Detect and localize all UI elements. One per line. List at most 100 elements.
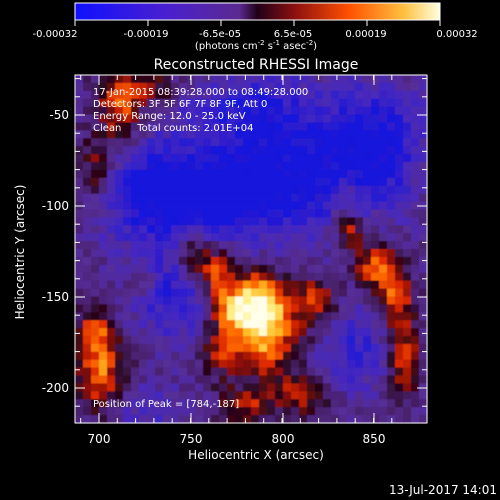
- image-pixel: [163, 256, 172, 266]
- image-pixel: [115, 375, 124, 384]
- image-pixel: [323, 280, 332, 289]
- image-pixel: [219, 233, 228, 242]
- image-pixel: [211, 288, 220, 297]
- image-pixel: [379, 249, 388, 258]
- image-pixel: [331, 146, 340, 155]
- image-pixel: [275, 241, 284, 250]
- image-pixel: [107, 351, 116, 361]
- image-pixel: [235, 328, 244, 337]
- image-pixel: [419, 90, 428, 100]
- image-pixel: [419, 415, 428, 424]
- image-pixel: [275, 154, 284, 163]
- image-pixel: [179, 415, 188, 424]
- image-pixel: [211, 122, 220, 131]
- image-pixel: [83, 114, 92, 123]
- image-pixel: [179, 304, 188, 313]
- image-pixel: [299, 225, 308, 234]
- image-pixel: [131, 114, 140, 123]
- image-pixel: [203, 241, 212, 250]
- image-pixel: [331, 249, 340, 258]
- image-pixel: [83, 415, 92, 424]
- image-pixel: [387, 383, 396, 392]
- image-pixel: [171, 359, 180, 368]
- image-pixel: [179, 391, 188, 400]
- image-pixel: [83, 138, 92, 147]
- image-pixel: [107, 367, 116, 376]
- image-pixel: [187, 288, 196, 297]
- image-pixel: [275, 193, 284, 202]
- image-pixel: [339, 138, 348, 147]
- image-pixel: [275, 169, 284, 179]
- image-pixel: [163, 320, 172, 329]
- image-pixel: [115, 367, 124, 376]
- image-pixel: [411, 75, 420, 84]
- image-pixel: [203, 328, 212, 337]
- image-pixel: [291, 209, 300, 218]
- image-pixel: [251, 280, 260, 289]
- image-pixel: [211, 328, 220, 337]
- image-pixel: [219, 209, 228, 218]
- image-pixel: [179, 114, 188, 123]
- image-pixel: [267, 296, 276, 305]
- image-pixel: [275, 328, 284, 337]
- image-pixel: [203, 264, 212, 274]
- image-pixel: [395, 328, 404, 337]
- image-pixel: [371, 138, 380, 147]
- image-pixel: [411, 312, 420, 321]
- image-pixel: [403, 296, 412, 305]
- image-pixel: [411, 304, 420, 313]
- image-pixel: [179, 201, 188, 210]
- image-pixel: [99, 169, 108, 179]
- image-pixel: [219, 138, 228, 147]
- image-pixel: [419, 280, 428, 289]
- image-pixel: [307, 217, 316, 226]
- image-pixel: [115, 169, 124, 179]
- image-pixel: [275, 280, 284, 289]
- image-pixel: [195, 407, 204, 416]
- image-pixel: [299, 343, 308, 353]
- image-pixel: [411, 169, 420, 179]
- image-pixel: [91, 241, 100, 250]
- image-pixel: [371, 375, 380, 384]
- image-pixel: [139, 367, 148, 376]
- image-pixel: [259, 169, 268, 179]
- image-pixel: [315, 391, 324, 400]
- image-pixel: [107, 304, 116, 313]
- image-pixel: [179, 90, 188, 100]
- image-pixel: [347, 391, 356, 400]
- image-pixel: [355, 146, 364, 155]
- image-pixel: [115, 185, 124, 194]
- image-pixel: [99, 336, 108, 345]
- image-pixel: [187, 114, 196, 123]
- image-pixel: [331, 169, 340, 179]
- image-pixel: [139, 264, 148, 274]
- image-pixel: [107, 415, 116, 424]
- image-pixel: [131, 407, 140, 416]
- image-pixel: [331, 193, 340, 202]
- image-pixel: [75, 280, 84, 289]
- image-pixel: [227, 383, 236, 392]
- image-pixel: [371, 82, 380, 92]
- image-pixel: [131, 336, 140, 345]
- image-pixel: [283, 209, 292, 218]
- image-pixel: [267, 225, 276, 234]
- image-pixel: [379, 201, 388, 210]
- image-pixel: [387, 320, 396, 329]
- image-pixel: [187, 336, 196, 345]
- image-pixel: [387, 225, 396, 234]
- image-pixel: [219, 415, 228, 424]
- image-pixel: [411, 193, 420, 202]
- image-pixel: [219, 320, 228, 329]
- image-pixel: [395, 209, 404, 218]
- image-pixel: [267, 367, 276, 376]
- image-pixel: [219, 106, 228, 115]
- image-pixel: [123, 264, 132, 274]
- image-pixel: [299, 162, 308, 171]
- image-pixel: [131, 90, 140, 100]
- image-pixel: [339, 328, 348, 337]
- image-pixel: [363, 177, 372, 187]
- image-pixel: [251, 415, 260, 424]
- image-pixel: [379, 304, 388, 313]
- image-pixel: [99, 264, 108, 274]
- image-pixel: [395, 201, 404, 210]
